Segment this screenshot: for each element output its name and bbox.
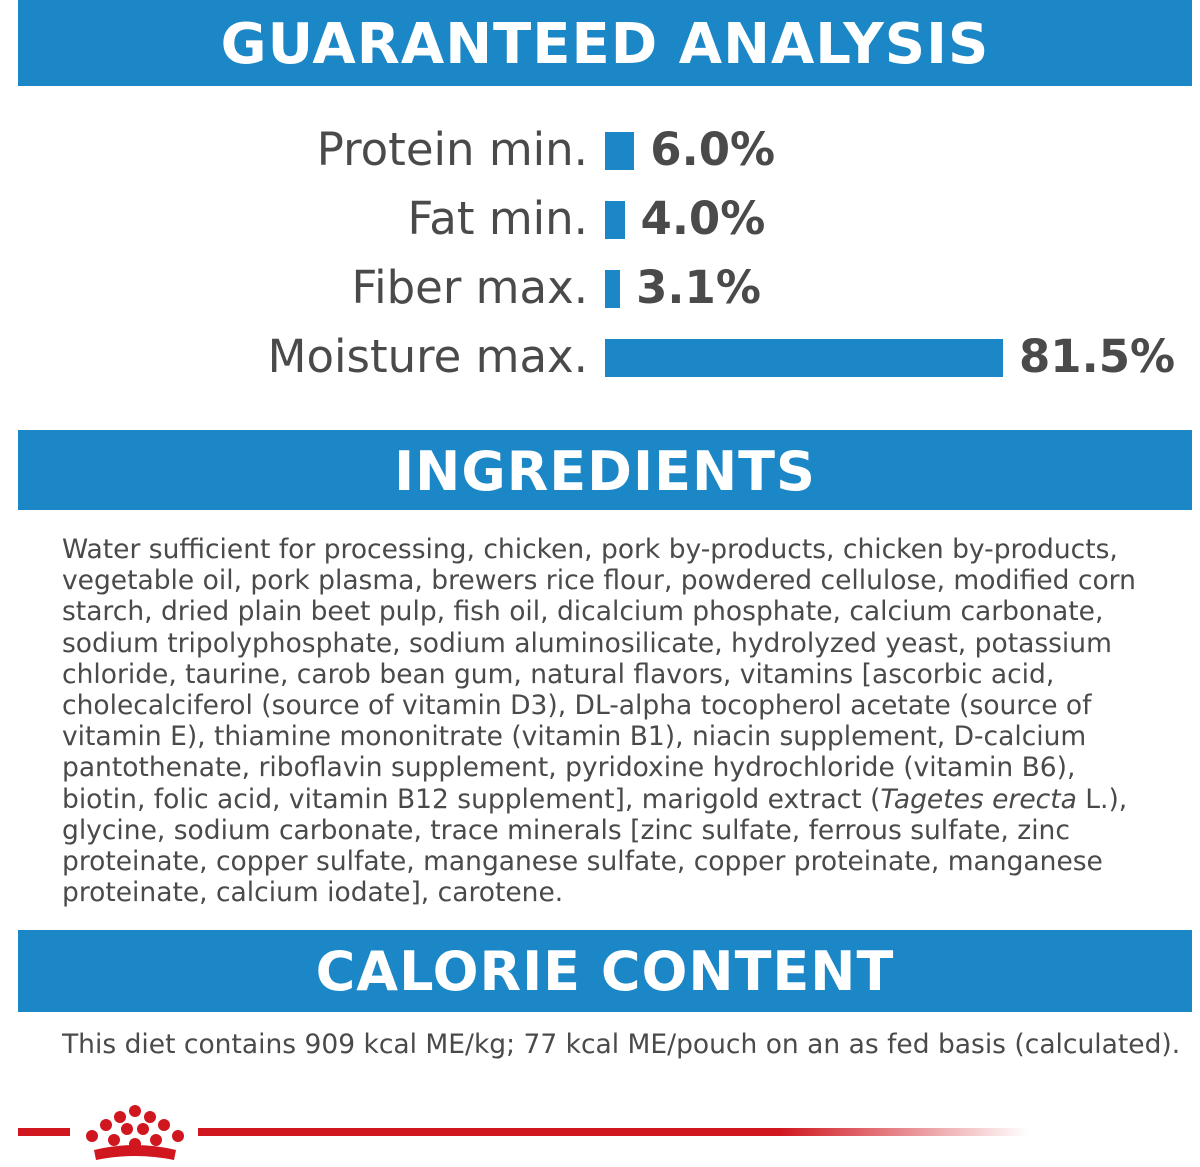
analysis-row-fiber: Fiber max. 3.1% [0, 258, 1200, 318]
analysis-row-fat: Fat min. 4.0% [0, 189, 1200, 249]
analysis-value: 6.0% [650, 123, 776, 176]
guaranteed-analysis-heading: GUARANTEED ANALYSIS [18, 0, 1192, 86]
calorie-content-heading: CALORIE CONTENT [18, 930, 1192, 1012]
footer-rule-right [198, 1128, 1028, 1136]
analysis-bar [605, 201, 625, 239]
ingredients-list: Water sufficient for processing, chicken… [62, 534, 1162, 908]
calorie-content-text: This diet contains 909 kcal ME/kg; 77 kc… [62, 1029, 1181, 1060]
analysis-label: Moisture max. [267, 330, 588, 383]
analysis-bar [605, 339, 1003, 377]
analysis-label: Protein min. [316, 123, 588, 176]
analysis-label: Fat min. [407, 192, 588, 245]
analysis-value: 81.5% [1019, 330, 1176, 383]
analysis-value: 3.1% [636, 261, 761, 314]
ingredients-text-part: L.), glycine, sodium carbonate, trace mi… [62, 783, 1128, 909]
analysis-row-protein: Protein min. 6.0% [0, 120, 1200, 180]
ingredients-heading: INGREDIENTS [18, 430, 1192, 510]
ingredients-text-part: Water sufficient for processing, chicken… [62, 534, 1136, 815]
analysis-row-moisture: Moisture max. 81.5% [0, 327, 1200, 387]
analysis-bar [605, 270, 621, 308]
ingredients-scientific-name: Tagetes erecta [880, 783, 1077, 815]
footer-rule-left [18, 1128, 70, 1136]
analysis-bar [605, 132, 635, 170]
analysis-label: Fiber max. [351, 261, 588, 314]
crown-icon [86, 1105, 184, 1160]
analysis-value: 4.0% [640, 192, 766, 245]
